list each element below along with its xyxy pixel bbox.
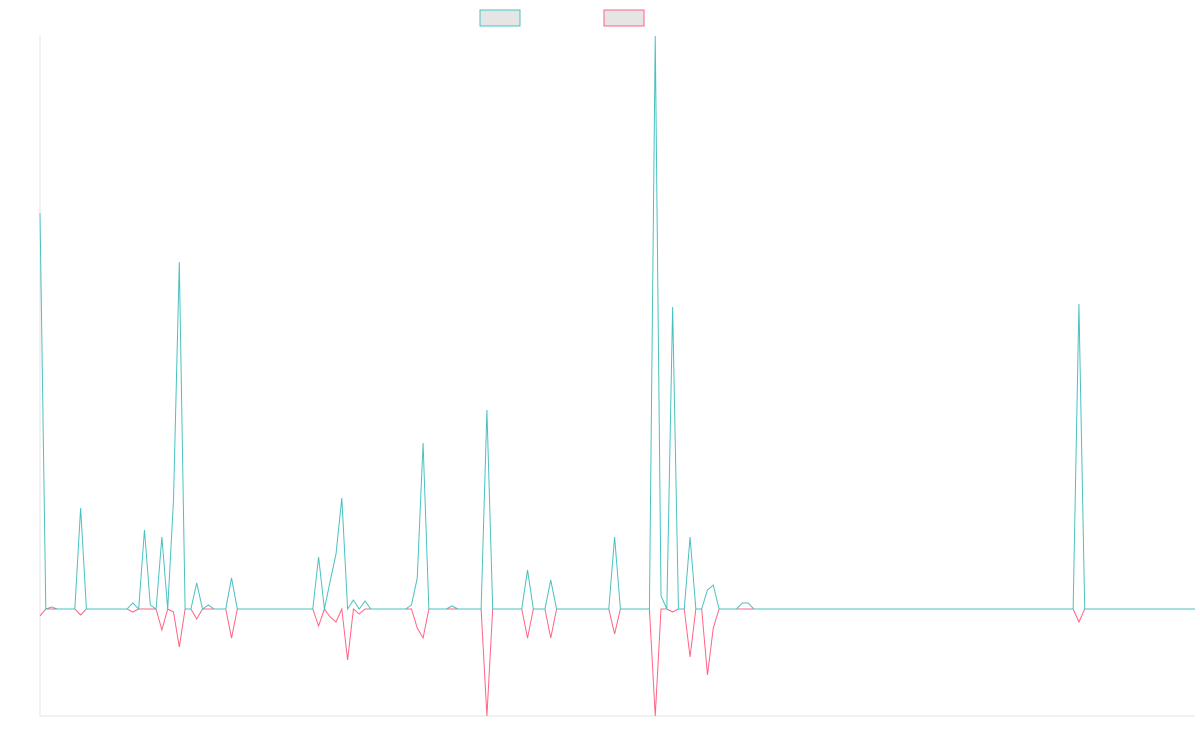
legend-swatch	[603, 9, 645, 27]
line-series	[39, 35, 1195, 611]
legend-swatch	[479, 9, 521, 27]
line-series	[39, 607, 1195, 717]
